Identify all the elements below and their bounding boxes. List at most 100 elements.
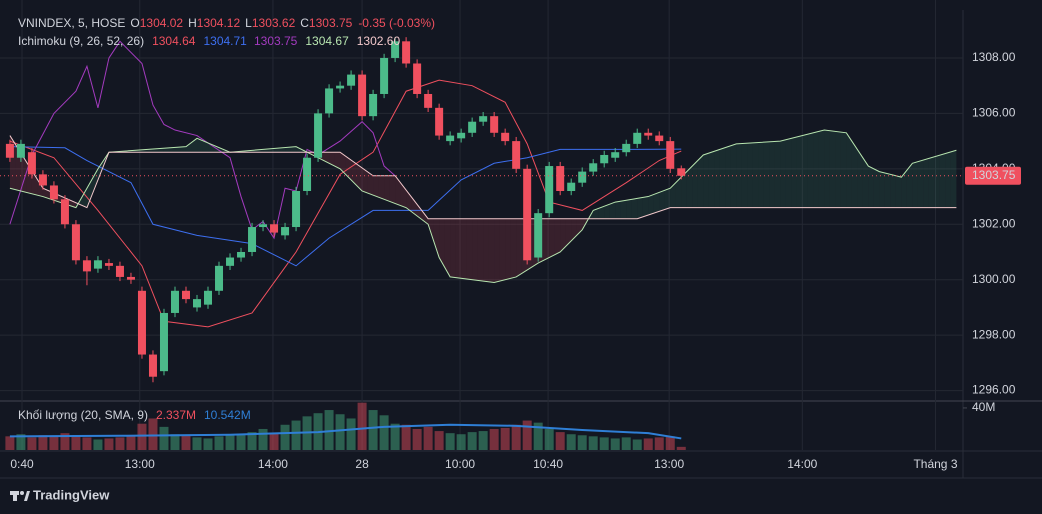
cloud <box>37 179 43 197</box>
x-tick-label: 28 <box>355 457 369 471</box>
cloud <box>835 131 841 208</box>
volume-bar <box>60 433 70 450</box>
volume-bar <box>368 410 378 450</box>
volume-bar <box>82 437 92 450</box>
candle-body <box>391 41 400 58</box>
candle-body <box>248 227 257 252</box>
candle-body <box>655 135 664 142</box>
volume-name: Khối lượng (20, SMA, 9) <box>18 408 148 422</box>
candle-body <box>38 174 47 186</box>
x-tick-label: 10:00 <box>445 457 475 471</box>
cloud <box>450 218 456 278</box>
candle-body <box>82 260 91 272</box>
cloud <box>928 156 935 208</box>
volume-bar <box>467 432 477 450</box>
y-tick-label: 1298.00 <box>972 327 1016 341</box>
ichimoku-legend: Ichimoku (9, 26, 52, 26) 1304.64 1304.71 13… <box>18 34 400 48</box>
candle-body <box>137 290 146 355</box>
candle-body <box>512 141 521 169</box>
cloud <box>791 136 797 208</box>
candle-body <box>270 224 279 233</box>
cloud <box>917 160 924 208</box>
volume-bar <box>566 434 576 450</box>
cloud <box>637 197 643 219</box>
candle-body <box>611 152 620 158</box>
candle-body <box>115 265 124 277</box>
volume-bar <box>489 428 499 450</box>
volume-bar <box>610 438 620 450</box>
cloud <box>571 218 577 241</box>
ohlc-key: H <box>188 16 197 30</box>
cloud <box>725 145 731 208</box>
candle-body <box>369 93 378 117</box>
cloud <box>884 172 891 208</box>
cloud <box>477 218 484 282</box>
cloud <box>373 175 379 198</box>
y-tick-label: 1306.00 <box>972 106 1016 120</box>
volume-bar <box>412 428 422 450</box>
cloud <box>758 142 764 208</box>
cloud <box>290 146 297 153</box>
candle-body <box>292 191 301 228</box>
volume-bar <box>445 433 455 450</box>
volume-bar <box>401 424 411 450</box>
volume-sma-value: 10.542M <box>204 408 251 422</box>
volume-bar <box>126 435 136 450</box>
cloud <box>747 142 753 208</box>
cloud <box>395 175 401 206</box>
volume-bar <box>456 434 466 450</box>
x-tick-label: 14:00 <box>258 457 288 471</box>
x-tick-label: 13:00 <box>125 457 155 471</box>
cloud <box>912 161 918 208</box>
volume-bar <box>511 424 521 450</box>
cloud <box>549 218 555 258</box>
volume-bar <box>159 426 169 450</box>
cloud <box>560 218 566 252</box>
ohlc-value: 1304.02 <box>140 16 184 30</box>
x-tick-label: 0:40 <box>10 457 34 471</box>
candle-body <box>413 63 422 94</box>
cloud <box>169 147 175 153</box>
volume-bar <box>214 436 224 450</box>
ohlc-key: O <box>130 16 139 30</box>
cloud <box>433 218 440 258</box>
cloud <box>31 170 38 196</box>
volume-bar <box>500 427 510 450</box>
volume-bar <box>621 437 631 450</box>
cloud <box>829 130 836 208</box>
cloud <box>488 218 495 283</box>
cloud <box>516 218 522 277</box>
symbol: VNINDEX, 5, HOSE <box>18 16 125 30</box>
cloud <box>708 151 715 208</box>
volume-bar <box>324 410 334 450</box>
candle-body <box>457 132 466 139</box>
ohlc-key: L <box>245 16 252 30</box>
candle-body <box>446 135 455 142</box>
cloud <box>785 138 792 208</box>
cloud <box>719 147 726 208</box>
volume-bar <box>599 437 609 450</box>
cloud <box>593 208 599 219</box>
candle-body <box>666 141 675 169</box>
y-tick-label: 1296.00 <box>972 383 1016 397</box>
volume-bar <box>71 435 81 450</box>
cloud <box>329 152 335 167</box>
candle-body <box>193 299 202 308</box>
cloud <box>659 190 665 212</box>
ohlc-value: 1303.62 <box>252 16 296 30</box>
candle-body <box>633 132 642 144</box>
candle-body <box>148 354 157 377</box>
volume-bar <box>280 424 290 450</box>
cloud <box>934 155 940 208</box>
candle-body <box>181 290 190 300</box>
volume-tick-label: 40M <box>972 400 995 414</box>
candle-body <box>435 107 444 136</box>
candle-body <box>336 85 345 89</box>
volume-bar <box>357 402 367 450</box>
volume-bar <box>192 437 202 450</box>
candle-body <box>534 213 543 258</box>
cloud <box>868 166 874 208</box>
ohlc-value: 1304.12 <box>197 16 241 30</box>
ichimoku-line <box>9 135 957 220</box>
cloud <box>664 188 671 210</box>
